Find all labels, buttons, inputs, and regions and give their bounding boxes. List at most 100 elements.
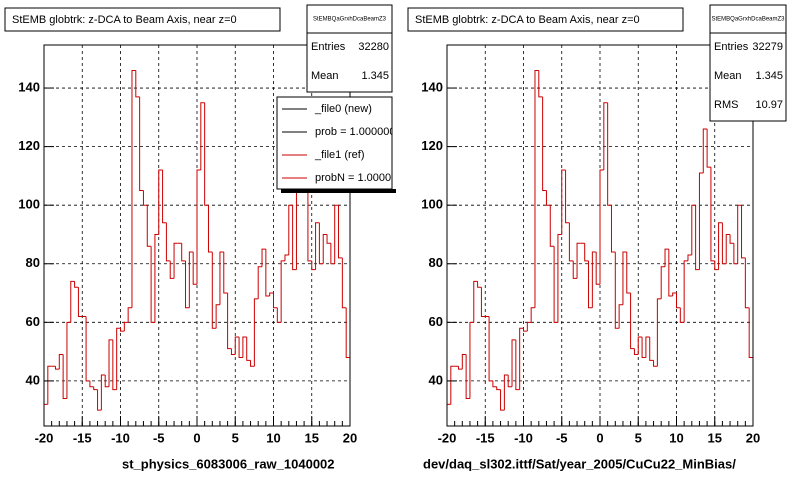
histogram-bin — [656, 298, 662, 367]
stats-value: 10.97 — [755, 99, 783, 111]
y-tick-label: 40 — [26, 372, 40, 387]
histogram-bin — [116, 327, 121, 390]
histogram-bin — [150, 246, 155, 323]
histogram-bin — [127, 307, 132, 323]
stats-label: RMS — [714, 99, 738, 111]
histogram-bin — [54, 366, 60, 370]
x-tick-label: 10 — [266, 430, 280, 445]
histogram-bin — [473, 280, 478, 323]
histogram-bin — [288, 204, 293, 255]
histogram-bin — [215, 304, 220, 329]
histogram-bin — [664, 248, 669, 267]
histogram-bin — [223, 252, 228, 294]
histogram-bin — [702, 128, 708, 173]
histogram-bin — [173, 242, 178, 279]
histogram-bin — [169, 260, 175, 279]
y-tick-label: 80 — [429, 255, 443, 270]
histogram-bin — [710, 167, 715, 262]
y-tick-label: 60 — [429, 314, 443, 329]
chart-title: StEMB globtrk: z-DCA to Beam Axis, near … — [12, 14, 237, 26]
histogram-bin — [276, 307, 282, 323]
x-tick-label: -5 — [153, 430, 165, 445]
histogram-bin — [637, 336, 643, 355]
x-tick-label: 5 — [232, 430, 239, 445]
histogram-bin — [185, 260, 190, 309]
histogram-bin — [104, 375, 110, 388]
x-tick-label: -20 — [35, 430, 54, 445]
histogram-bin — [519, 327, 524, 390]
y-tick-label: 140 — [18, 79, 40, 94]
histogram-bin — [698, 172, 704, 270]
histogram-bin — [691, 204, 696, 255]
histogram-bin — [74, 281, 79, 288]
legend-label: _file0 (new) — [314, 103, 372, 115]
histogram-bin — [687, 254, 692, 261]
histogram-bin — [334, 204, 339, 264]
histogram-bin — [307, 167, 312, 262]
histogram-bin — [234, 336, 240, 355]
histogram-bin — [603, 102, 608, 171]
histogram-bin — [511, 339, 516, 387]
legend-box — [276, 96, 393, 190]
histogram-bin — [542, 96, 547, 192]
histogram-bin — [568, 222, 574, 262]
y-tick-label: 40 — [429, 372, 443, 387]
title-box — [4, 7, 281, 32]
histogram-bin — [154, 233, 159, 323]
histogram-bin — [89, 380, 94, 388]
histogram-bin — [326, 234, 331, 244]
histogram-bin — [315, 222, 320, 270]
histogram-bin — [614, 252, 620, 329]
histogram-bin — [523, 328, 528, 332]
histogram-bin — [246, 336, 251, 361]
stats-value: 32279 — [752, 41, 783, 53]
histogram-bin — [181, 243, 186, 262]
histogram-bin — [280, 260, 285, 323]
y-tick-label: 100 — [421, 197, 443, 212]
histogram-bin — [457, 366, 463, 370]
histogram-bin — [503, 374, 509, 411]
histogram-bin — [242, 336, 247, 358]
histogram-bin — [97, 389, 102, 411]
histogram-bin — [496, 386, 501, 391]
stats-box — [709, 4, 787, 122]
stats-label: Entries — [714, 41, 749, 53]
x-tick-label: 20 — [746, 430, 760, 445]
histogram-bin — [668, 249, 673, 297]
x-tick-label: 5 — [635, 430, 642, 445]
histogram-bin — [588, 260, 593, 309]
histogram-bin — [672, 292, 677, 296]
histogram-bin — [338, 205, 343, 259]
legend-label: _file1 (ref) — [314, 149, 365, 161]
histogram-bin — [599, 169, 604, 285]
histogram-bin — [744, 257, 750, 309]
histogram-bin — [488, 316, 493, 382]
x-tick-label: -15 — [73, 430, 92, 445]
histogram-bin — [265, 249, 270, 297]
title-box — [407, 7, 684, 32]
histogram-bin — [733, 243, 738, 265]
histogram-bin — [93, 386, 98, 391]
histogram-bin — [192, 252, 197, 285]
histogram-bin — [538, 70, 543, 98]
histogram-bin — [576, 242, 581, 279]
histogram-bin — [561, 169, 566, 235]
histogram-bin — [146, 205, 152, 247]
histogram-bin — [204, 102, 209, 206]
histogram-bin — [622, 251, 627, 305]
histogram-bin — [534, 69, 539, 308]
histogram-bin — [200, 102, 205, 171]
histogram-bin — [230, 348, 236, 356]
x-axis-label: dev/daq_sl302.ittf/Sat/year_2005/CuCu22_… — [423, 456, 736, 471]
histogram-bin — [211, 252, 217, 329]
histogram-bin — [477, 281, 482, 288]
y-tick-label: 100 — [18, 197, 40, 212]
histogram-bin — [284, 254, 289, 261]
y-tick-label: 60 — [26, 314, 40, 329]
histogram-bin — [188, 251, 194, 308]
histogram-bin — [112, 339, 117, 391]
histogram-bin — [123, 321, 129, 332]
legend-label: prob = 1.000000 — [315, 126, 395, 138]
histogram — [447, 69, 754, 426]
